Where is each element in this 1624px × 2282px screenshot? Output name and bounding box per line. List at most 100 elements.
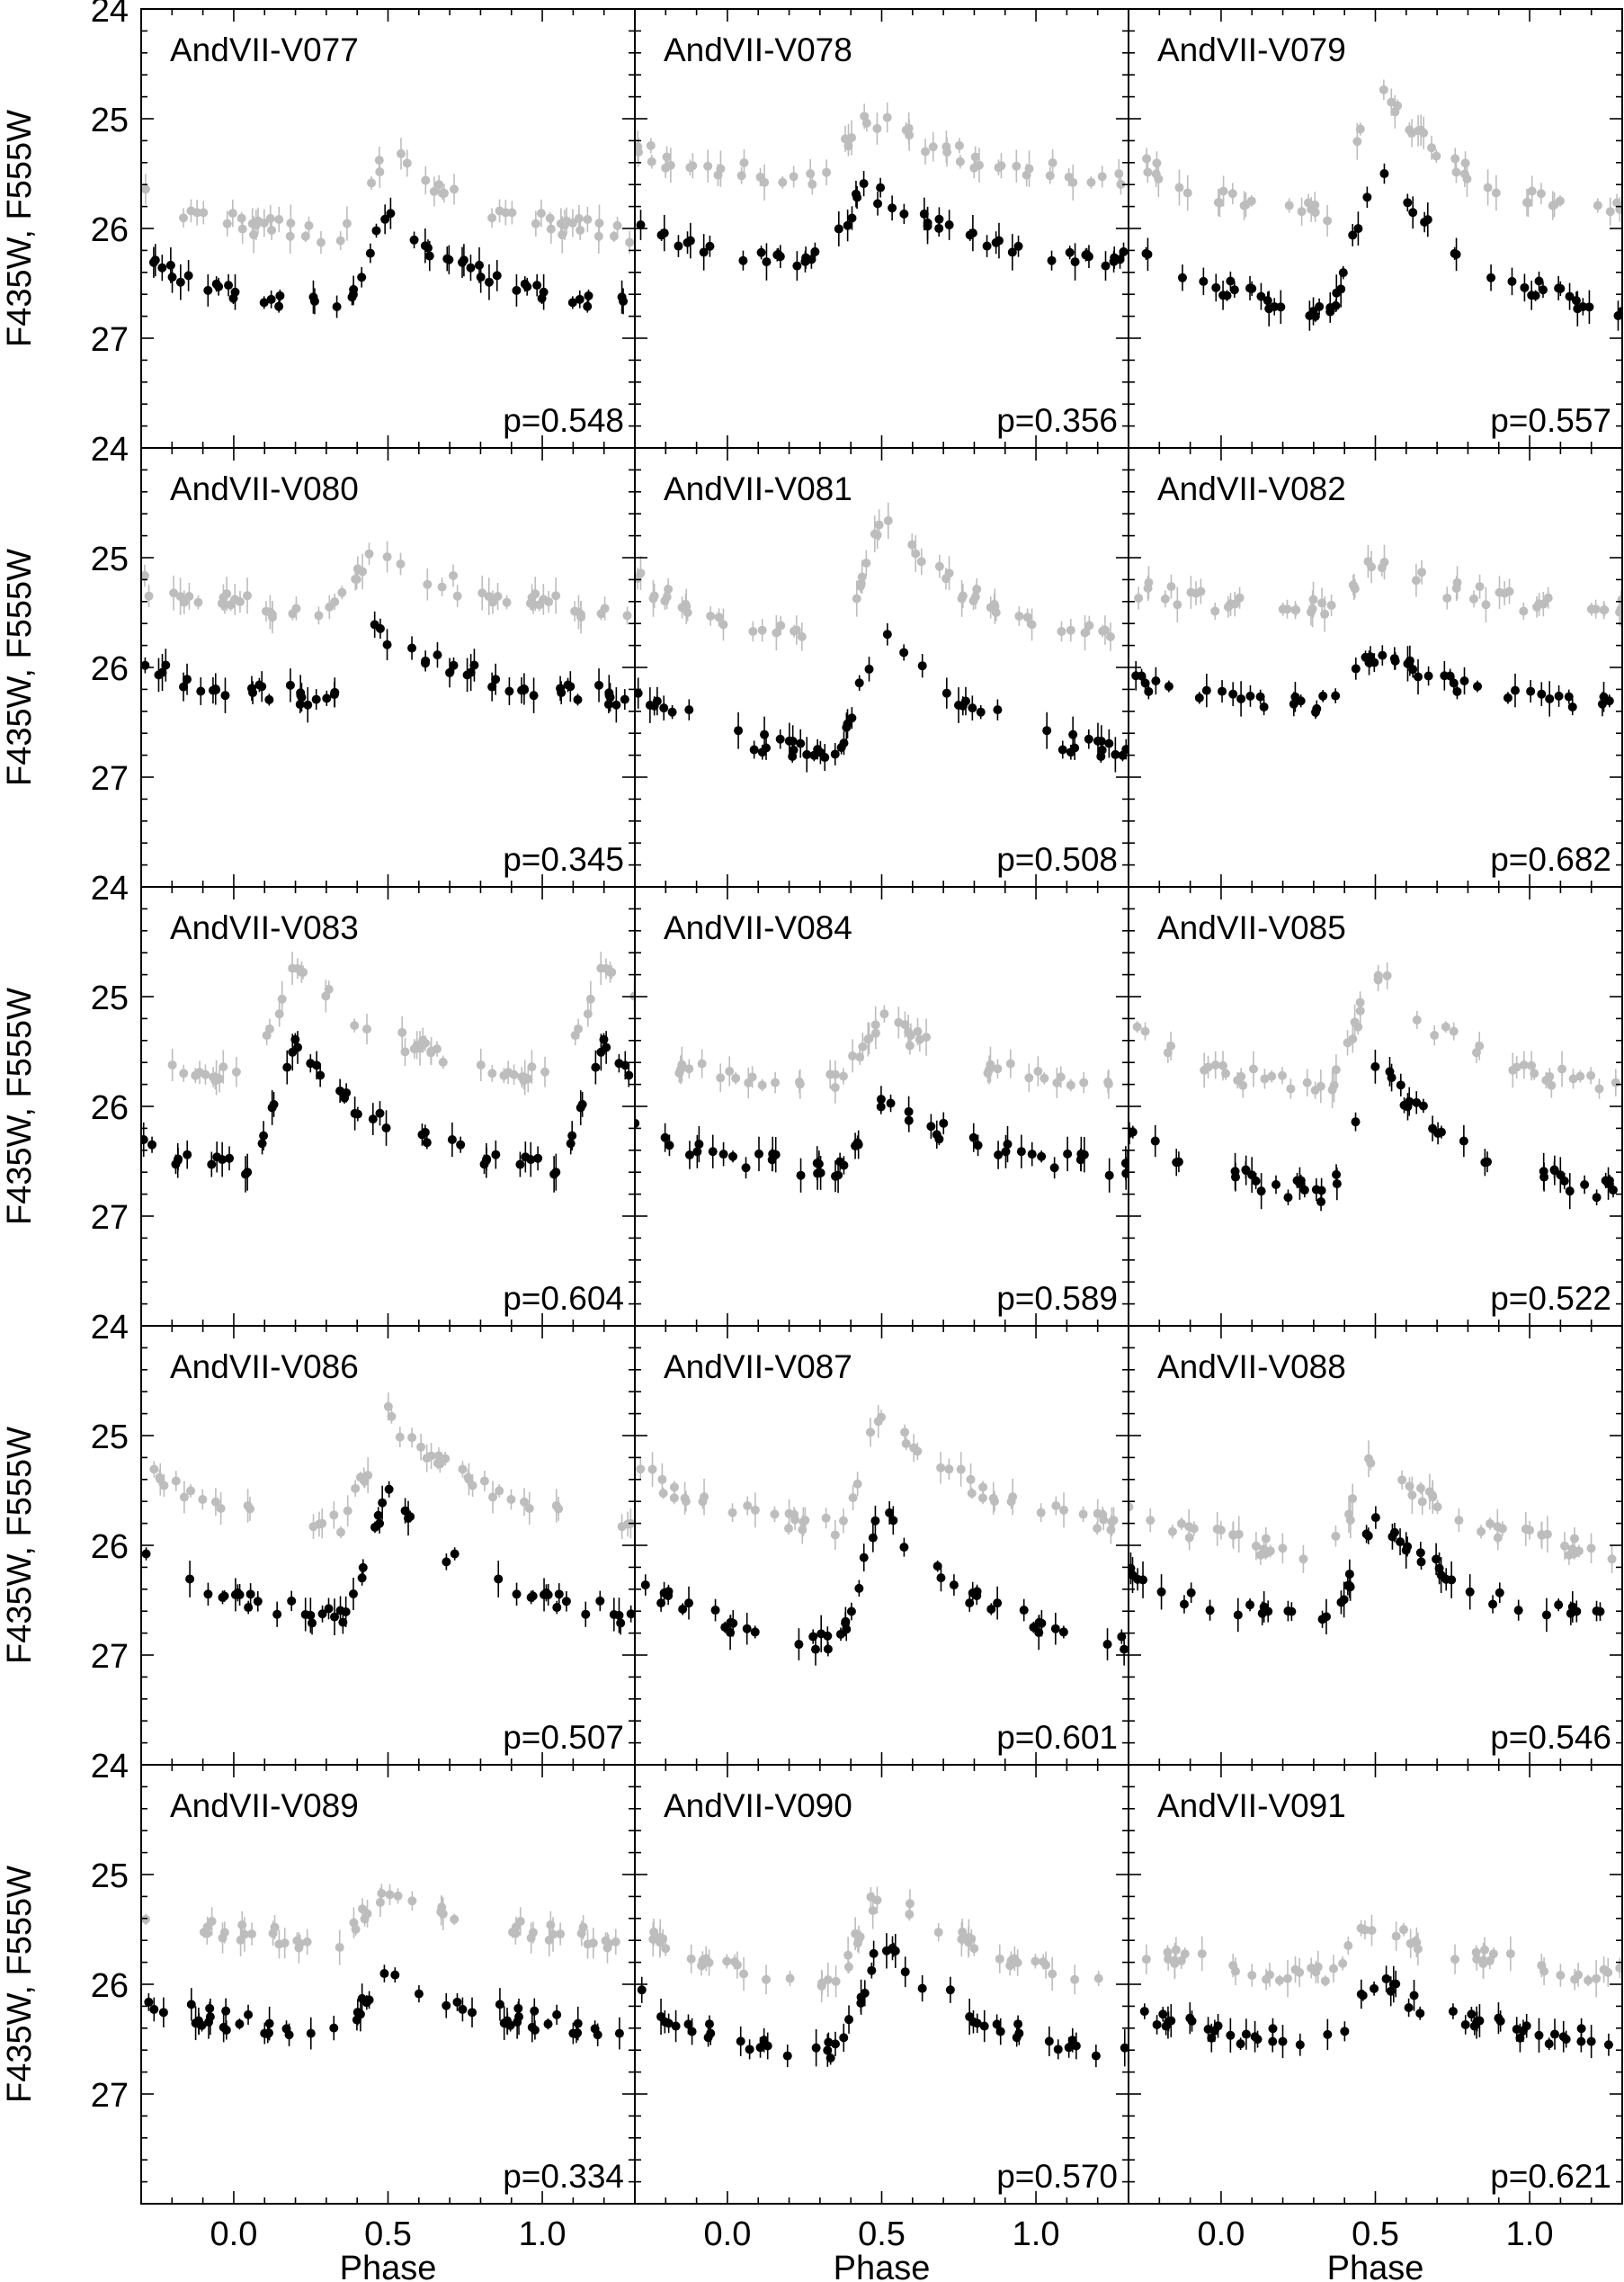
panel-title: AndVII-V087 bbox=[664, 1348, 852, 1385]
point-f435w bbox=[1236, 1071, 1246, 1081]
point-f435w bbox=[299, 967, 308, 977]
point-f435w bbox=[520, 1497, 530, 1507]
data-points bbox=[1139, 1914, 1622, 2059]
point-f435w bbox=[861, 118, 871, 128]
point-f435w bbox=[337, 587, 347, 597]
point-f435w bbox=[852, 594, 861, 604]
point-f435w bbox=[267, 610, 277, 620]
point-f435w bbox=[1235, 593, 1245, 603]
data-points bbox=[1129, 1440, 1617, 1634]
point-f435w bbox=[397, 1027, 407, 1037]
point-f435w bbox=[1411, 576, 1421, 586]
point-f435w bbox=[594, 219, 604, 228]
point-f435w bbox=[452, 591, 462, 601]
point-f435w bbox=[493, 591, 503, 601]
period-label: p=0.589 bbox=[996, 1280, 1118, 1317]
point-f555w bbox=[1270, 301, 1280, 311]
point-f435w bbox=[603, 1938, 613, 1948]
period-label: p=0.557 bbox=[1490, 402, 1611, 439]
point-f435w bbox=[684, 1064, 694, 1074]
point-f435w bbox=[716, 1073, 726, 1083]
y-tick-label: 26 bbox=[91, 1967, 129, 2005]
point-f555w bbox=[1436, 1127, 1446, 1137]
panel-title: AndVII-V077 bbox=[170, 31, 359, 68]
point-f555w bbox=[520, 279, 530, 289]
point-f555w bbox=[424, 251, 434, 261]
point-f555w bbox=[1604, 1176, 1614, 1186]
point-f435w bbox=[1486, 1518, 1495, 1528]
point-f435w bbox=[1411, 1936, 1421, 1946]
point-f555w bbox=[1332, 288, 1342, 298]
point-f435w bbox=[274, 215, 284, 225]
point-f435w bbox=[449, 570, 459, 580]
y-tick-label: 27 bbox=[91, 760, 129, 798]
point-f555w bbox=[1185, 2013, 1195, 2023]
point-f555w bbox=[1305, 310, 1315, 320]
period-label: p=0.507 bbox=[503, 1719, 624, 1756]
point-f555w bbox=[175, 277, 185, 287]
point-f435w bbox=[686, 1954, 696, 1964]
point-f435w bbox=[1278, 1544, 1288, 1553]
point-f435w bbox=[944, 1464, 954, 1474]
point-f555w bbox=[1245, 691, 1255, 701]
point-f435w bbox=[576, 225, 585, 235]
point-f555w bbox=[375, 1518, 385, 1528]
point-f555w bbox=[741, 1163, 751, 1173]
point-f555w bbox=[1408, 208, 1418, 218]
point-f435w bbox=[909, 1443, 919, 1453]
point-f435w bbox=[657, 1474, 667, 1484]
point-f555w bbox=[1047, 255, 1057, 265]
point-f555w bbox=[926, 1122, 936, 1132]
point-f555w bbox=[183, 271, 193, 281]
point-f555w bbox=[224, 281, 234, 291]
point-f555w bbox=[1576, 2024, 1586, 2034]
point-f435w bbox=[1197, 1949, 1207, 1959]
point-f555w bbox=[936, 1573, 946, 1583]
point-f435w bbox=[1379, 85, 1388, 94]
panel-frame bbox=[1128, 886, 1623, 1327]
point-f435w bbox=[1475, 582, 1485, 592]
point-f435w bbox=[1310, 1086, 1320, 1096]
point-f555w bbox=[685, 236, 695, 246]
point-f435w bbox=[1295, 1967, 1305, 1977]
point-f435w bbox=[1432, 1502, 1442, 1512]
point-f435w bbox=[265, 213, 275, 223]
point-f555w bbox=[699, 247, 709, 257]
point-f435w bbox=[210, 1497, 220, 1507]
point-f435w bbox=[1241, 200, 1251, 210]
point-f435w bbox=[843, 141, 853, 151]
x-tick-label: 1.0 bbox=[519, 2215, 567, 2253]
point-f555w bbox=[1608, 1186, 1618, 1195]
point-f555w bbox=[266, 294, 276, 304]
point-f435w bbox=[141, 570, 149, 580]
point-f435w bbox=[1432, 151, 1441, 161]
point-f435w bbox=[1170, 1955, 1180, 1965]
point-f435w bbox=[1557, 1064, 1567, 1074]
point-f435w bbox=[1142, 154, 1152, 164]
point-f555w bbox=[521, 1152, 531, 1162]
point-f435w bbox=[416, 1442, 426, 1452]
point-f555w bbox=[1534, 276, 1544, 286]
point-f555w bbox=[847, 713, 857, 723]
point-f555w bbox=[1571, 296, 1581, 306]
y-tick-label: 24 bbox=[91, 870, 129, 908]
point-f435w bbox=[1450, 154, 1460, 164]
point-f435w bbox=[1278, 1070, 1288, 1080]
point-f435w bbox=[1454, 1516, 1464, 1526]
point-f435w bbox=[762, 1974, 772, 1984]
point-f435w bbox=[1349, 582, 1359, 592]
point-f555w bbox=[244, 2009, 254, 2019]
point-f435w bbox=[1414, 126, 1423, 136]
point-f555w bbox=[830, 2039, 840, 2049]
point-f555w bbox=[576, 1103, 585, 1113]
point-f555w bbox=[1412, 1097, 1422, 1107]
point-f435w bbox=[1512, 1062, 1521, 1072]
point-f435w bbox=[335, 1942, 344, 1952]
point-f435w bbox=[662, 592, 672, 602]
point-f435w bbox=[905, 1899, 915, 1909]
point-f555w bbox=[1510, 685, 1520, 695]
point-f555w bbox=[718, 1150, 728, 1159]
point-f435w bbox=[1008, 1492, 1018, 1502]
point-f435w bbox=[1488, 1949, 1498, 1959]
point-f435w bbox=[636, 1464, 646, 1474]
